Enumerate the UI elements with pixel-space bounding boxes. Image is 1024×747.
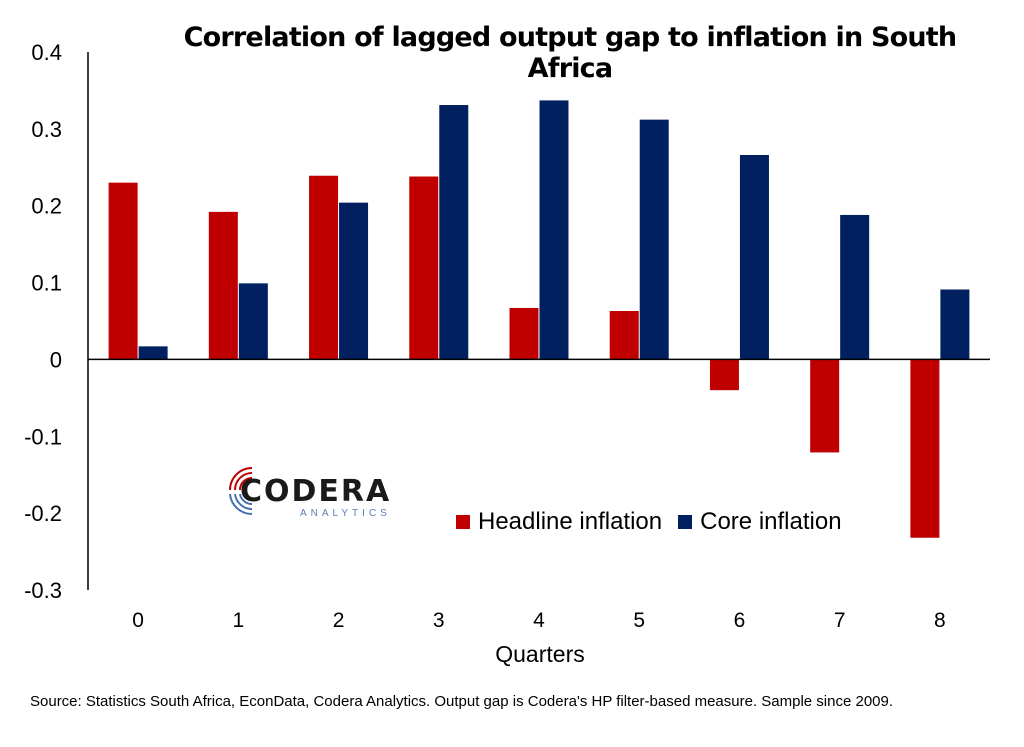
y-axis: 0.4 0.3 0.2 0.1 0 -0.1 -0.2 -0.3 (24, 40, 89, 603)
legend: Headline inflation Core inflation (456, 508, 858, 536)
logo-wordmark: CODERA (240, 474, 392, 509)
bar-core-q3 (439, 105, 469, 360)
bar-core-q2 (339, 202, 369, 360)
bar-core-q4 (539, 100, 569, 360)
x-tick-label: 3 (433, 609, 445, 632)
x-tick-label: 8 (934, 609, 946, 632)
x-tick-label: 0 (132, 609, 144, 632)
fingerprint-icon (229, 467, 253, 516)
legend-item-core: Core inflation (678, 508, 842, 536)
y-tick-label: 0.2 (31, 194, 62, 219)
legend-swatch-core (678, 515, 693, 529)
bar-core-q1 (238, 283, 268, 360)
bar-headline-q0 (108, 182, 138, 360)
logo-subtitle: ANALYTICS (300, 508, 391, 519)
y-tick-label: -0.3 (24, 578, 62, 603)
codera-logo: CODERA ANALYTICS (222, 460, 397, 522)
bar-headline-q8 (910, 359, 940, 538)
bar-headline-q5 (609, 311, 639, 360)
bar-headline-q7 (810, 359, 840, 453)
y-tick-label: 0.1 (31, 271, 62, 296)
bar-core-q8 (940, 289, 970, 360)
bar-headline-q1 (208, 211, 238, 360)
x-tick-label: 5 (633, 609, 645, 632)
bar-core-q7 (840, 214, 870, 360)
bar-chart: 0.4 0.3 0.2 0.1 0 -0.1 -0.2 -0.3 0 1 2 3 4 5 6 7 8 Quar… (24, 40, 990, 667)
legend-label-headline: Headline inflation (478, 508, 663, 535)
bar-core-q0 (138, 346, 168, 360)
legend-label-core: Core inflation (700, 508, 842, 535)
bar-headline-q4 (509, 307, 539, 360)
legend-item-headline: Headline inflation (456, 508, 662, 536)
chart-title: Correlation of lagged output gap to infl… (183, 22, 958, 84)
bar-core-q6 (739, 154, 769, 360)
bar-core-q5 (639, 119, 669, 360)
x-axis-label: Quarters (495, 641, 584, 667)
bar-headline-q3 (409, 176, 439, 360)
y-tick-label: 0 (50, 347, 62, 372)
source-note: Source: Statistics South Africa, EconDat… (30, 693, 894, 710)
x-tick-label: 1 (232, 609, 244, 632)
bar-headline-q2 (309, 175, 339, 360)
y-tick-label: -0.2 (24, 501, 62, 526)
y-tick-label: -0.1 (24, 424, 62, 449)
x-tick-label: 6 (734, 609, 746, 632)
y-tick-label: 0.4 (31, 40, 62, 65)
x-tick-label: 7 (834, 609, 846, 632)
bars-group (108, 100, 970, 538)
x-axis: 0 1 2 3 4 5 6 7 8 (88, 358, 990, 632)
y-tick-label: 0.3 (31, 117, 62, 142)
x-tick-label: 2 (333, 609, 345, 632)
x-tick-label: 4 (533, 609, 545, 632)
bar-headline-q6 (709, 359, 739, 391)
legend-swatch-headline (456, 515, 470, 529)
